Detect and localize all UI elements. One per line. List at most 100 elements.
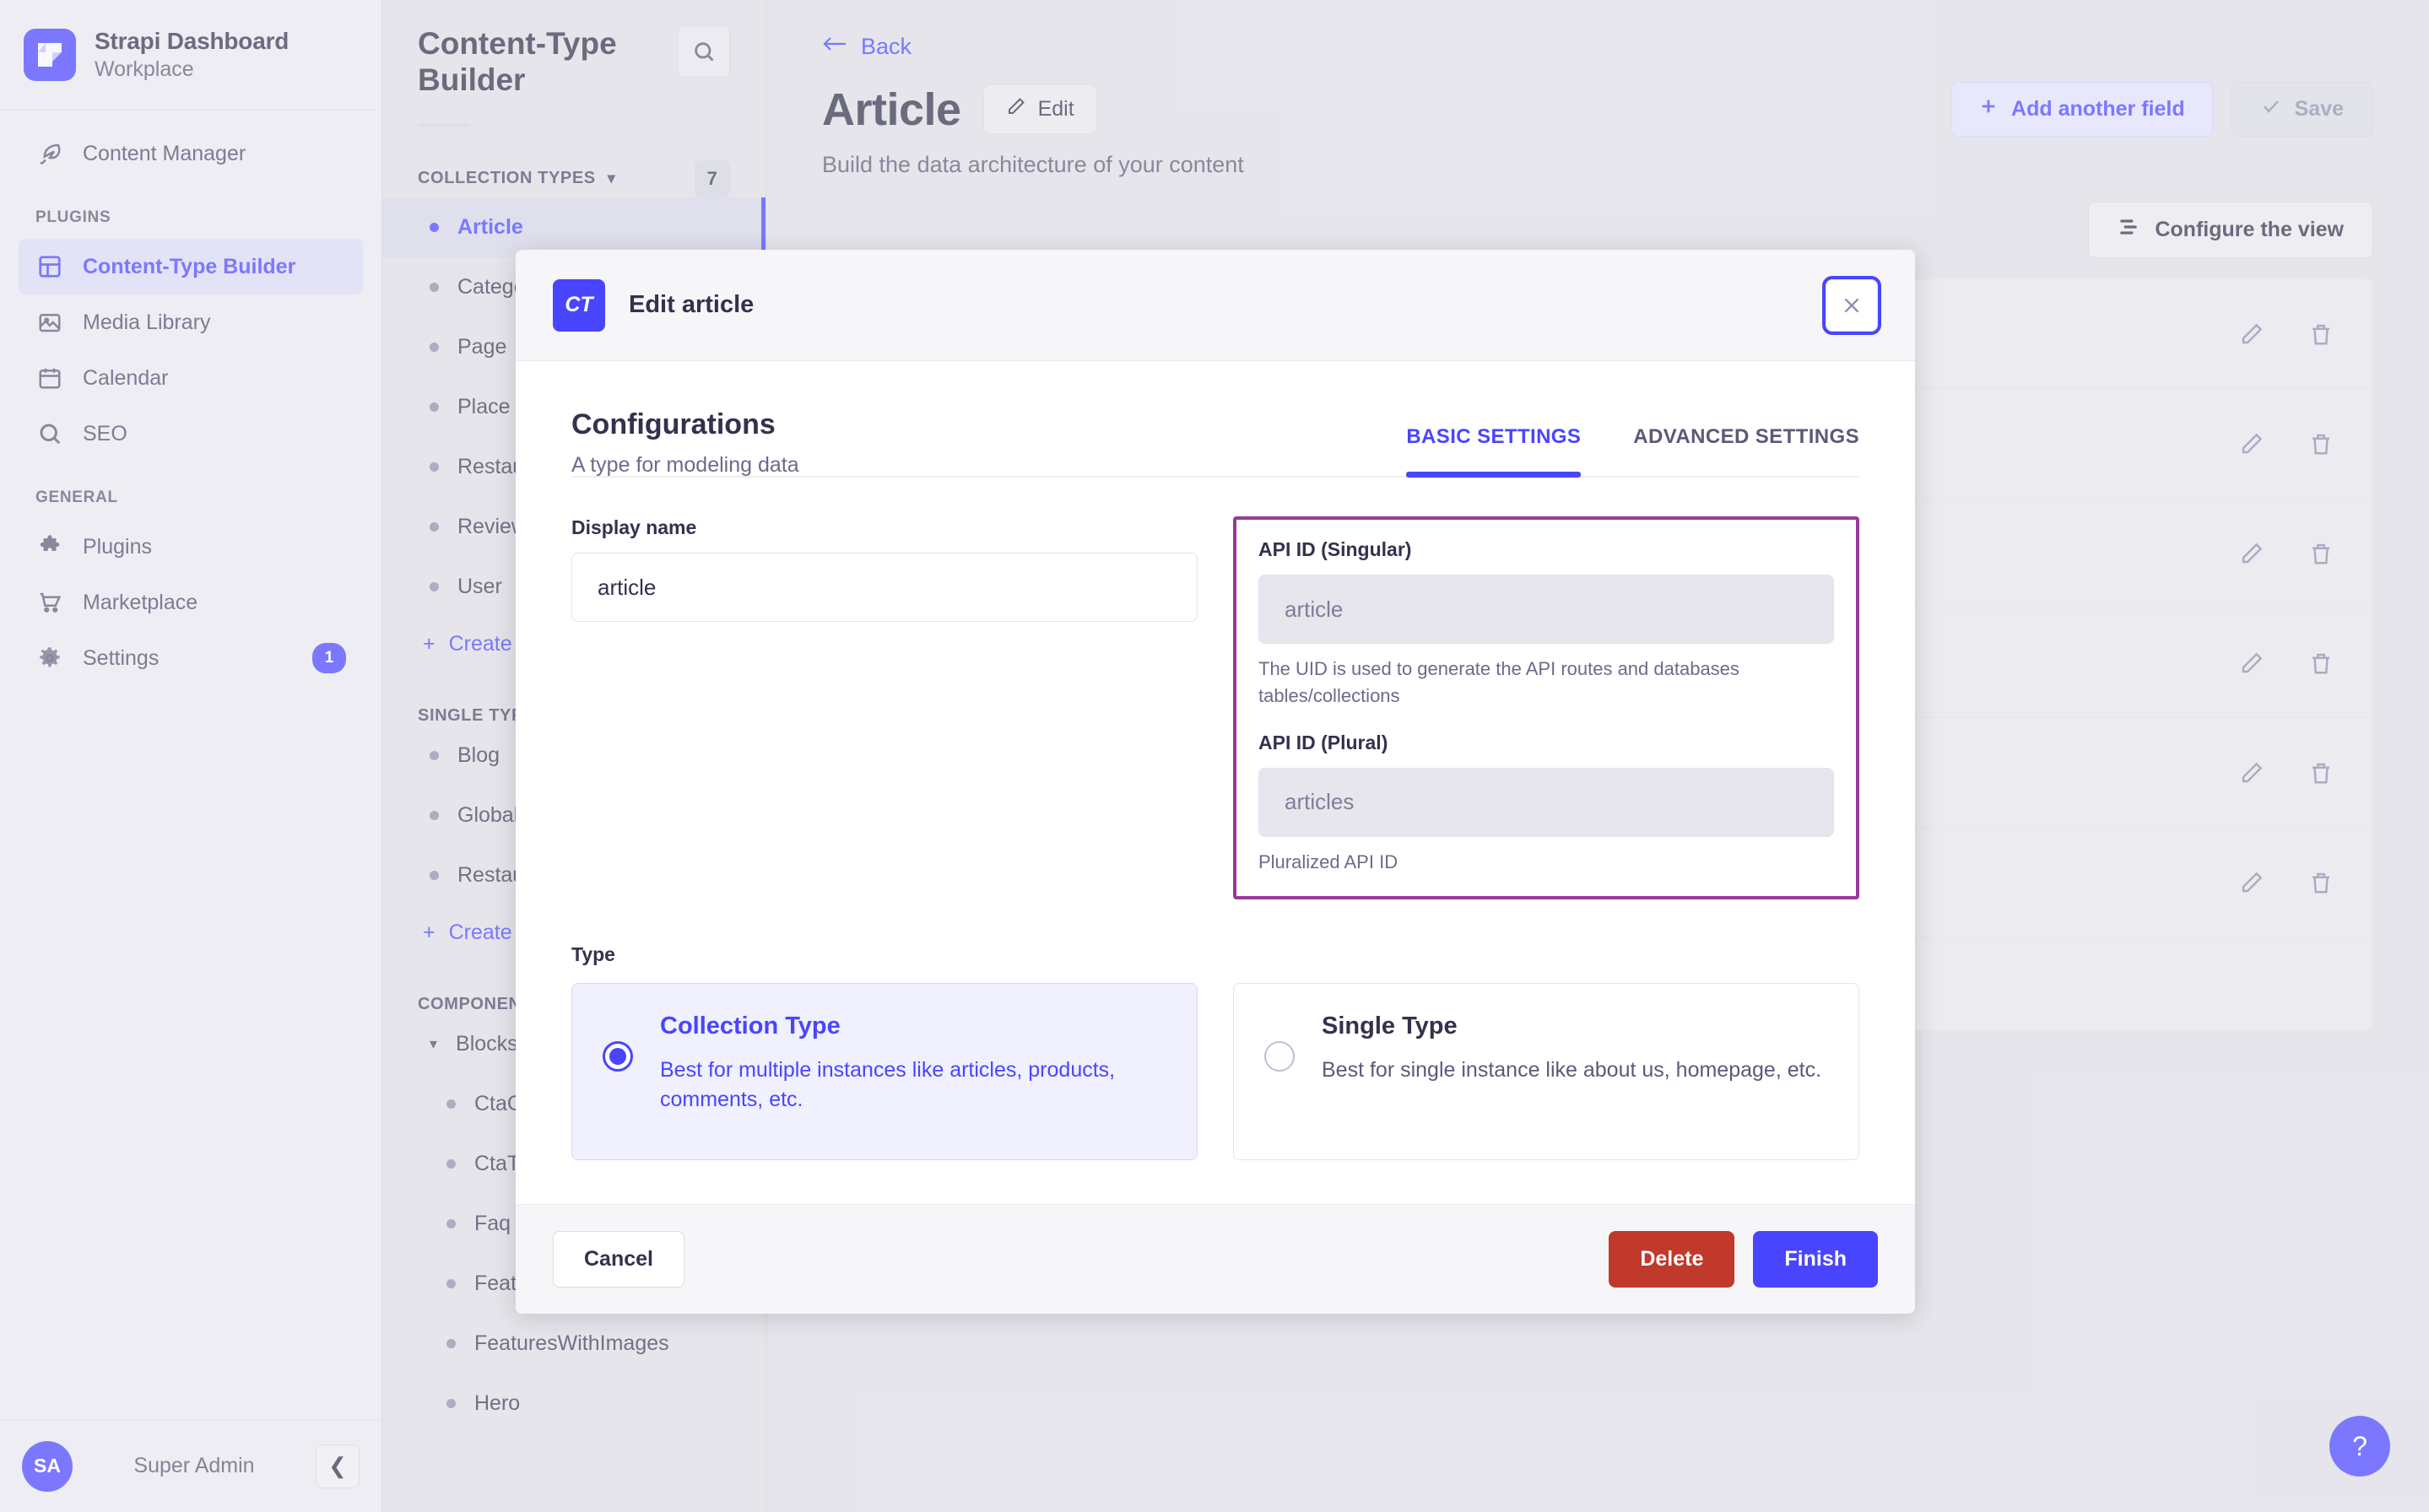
type-option-name: Single Type (1322, 1012, 1458, 1040)
type-option-desc: Best for single instance like about us, … (1322, 1057, 1822, 1082)
trash-icon[interactable] (2308, 651, 2334, 676)
plus-icon: + (423, 632, 435, 656)
trash-icon[interactable] (2308, 431, 2334, 456)
add-another-field-button[interactable]: Add another field (1951, 82, 2213, 137)
plus-icon (1979, 97, 1998, 122)
ct-item-features-with-images[interactable]: FeaturesWithImages (382, 1314, 765, 1374)
ct-item-review[interactable]: Review (382, 497, 765, 557)
type-option-collection-type[interactable]: Collection Type Best for multiple instan… (571, 982, 1198, 1160)
ct-item-label: FeaturesWithImages (474, 1331, 669, 1355)
trash-icon[interactable] (2308, 760, 2334, 786)
ct-chip: CT (553, 278, 605, 332)
cancel-button[interactable]: Cancel (553, 1230, 684, 1288)
ct-group-single-types[interactable]: SINGLE TYPES (382, 672, 765, 726)
sidebar-item-plugins[interactable]: Plugins (19, 519, 363, 575)
bullet-icon (430, 810, 439, 820)
api-id-plural-label: API ID (Plural) (1258, 731, 1388, 753)
sidebar-item-media-library[interactable]: Media Library (19, 294, 363, 350)
display-name-input[interactable] (571, 553, 1198, 622)
plus-icon: + (423, 921, 435, 945)
back-link[interactable]: Back (822, 34, 2373, 60)
ct-item-global[interactable]: Global (382, 786, 765, 845)
ct-item-page[interactable]: Page (382, 317, 765, 377)
trash-icon[interactable] (2308, 321, 2334, 347)
tab-basic-settings[interactable]: BASIC SETTINGS (1406, 425, 1582, 478)
pencil-icon[interactable] (2239, 321, 2264, 347)
trash-icon[interactable] (2308, 541, 2334, 566)
type-option-single-type[interactable]: Single Type Best for single instance lik… (1233, 982, 1859, 1160)
radio-collection-type[interactable] (603, 1040, 633, 1072)
form-grid: Display name API ID (Singular) The UID i… (571, 516, 1859, 899)
ct-panel-header: Content-Type Builder (382, 0, 765, 99)
trash-icon[interactable] (2308, 870, 2334, 895)
sidebar-item-calendar[interactable]: Calendar (19, 350, 363, 406)
type-cards: Collection Type Best for multiple instan… (571, 982, 1859, 1160)
divider (418, 123, 470, 127)
ct-item-label: Hero (474, 1390, 521, 1415)
bullet-icon (430, 342, 439, 352)
pencil-icon[interactable] (2239, 870, 2264, 895)
finish-button[interactable]: Finish (1753, 1230, 1878, 1288)
brand-subtitle: Workplace (95, 57, 194, 81)
sidebar-item-marketplace[interactable]: Marketplace (19, 575, 363, 630)
nav-section-general: GENERAL (35, 489, 118, 506)
page-subtitle: Build the data architecture of your cont… (822, 152, 1244, 177)
left-sidebar: Strapi Dashboard Workplace Content Manag… (0, 0, 382, 1512)
bullet-icon (446, 1398, 456, 1408)
ct-item-label: Global (457, 802, 519, 827)
sidebar-item-content-type-builder[interactable]: Content-Type Builder (19, 239, 363, 294)
ct-item-label: Blog (457, 742, 500, 767)
configurations-title: Configurations (571, 408, 776, 440)
ct-item-label: Faq (474, 1211, 511, 1235)
ct-group-collection-types[interactable]: COLLECTION TYPES ▾ 7 (382, 127, 765, 197)
pencil-icon[interactable] (2239, 651, 2264, 676)
ct-item-label: Place (457, 394, 511, 418)
edit-article-modal: CT Edit article Configurations A type fo… (516, 250, 1915, 1314)
api-id-singular-label: API ID (Singular) (1258, 538, 1412, 560)
pencil-icon[interactable] (2239, 431, 2264, 456)
save-label: Save (2294, 97, 2344, 121)
ct-item-blog[interactable]: Blog (382, 726, 765, 786)
ct-item-hero[interactable]: Hero (382, 1374, 765, 1434)
nav-list: Content Manager PLUGINS Content-Type Bui… (0, 111, 381, 1419)
ct-item-blocks[interactable]: ▾ Blocks (382, 1014, 765, 1074)
close-icon[interactable] (1822, 275, 1881, 335)
bullet-icon (446, 1158, 456, 1169)
ct-item-article[interactable]: Article (382, 197, 765, 257)
api-id-singular-input[interactable] (1258, 575, 1834, 644)
configure-row: Configure the view (766, 178, 2429, 258)
bullet-icon (446, 1218, 456, 1228)
search-icon[interactable] (678, 25, 730, 78)
radio-single-type[interactable] (1264, 1040, 1295, 1072)
ct-item-label: Article (457, 214, 523, 239)
sidebar-item-settings[interactable]: Settings 1 (19, 630, 363, 686)
add-field-label: Add another field (2011, 97, 2185, 121)
sidebar-item-label: Calendar (83, 365, 169, 390)
type-option-desc: Best for multiple instances like article… (660, 1057, 1116, 1111)
sidebar-item-content-manager[interactable]: Content Manager (19, 126, 363, 181)
avatar[interactable]: SA (22, 1440, 73, 1492)
ct-item-place[interactable]: Place (382, 377, 765, 437)
title-row: Article Edit Add another field (822, 82, 2373, 137)
delete-button[interactable]: Delete (1609, 1230, 1735, 1288)
tab-advanced-settings[interactable]: ADVANCED SETTINGS (1633, 425, 1859, 448)
pencil-icon[interactable] (2239, 541, 2264, 566)
brand-header: Strapi Dashboard Workplace (0, 0, 381, 111)
ct-item-user[interactable]: User (382, 557, 765, 617)
help-button[interactable]: ? (2329, 1416, 2390, 1477)
api-id-plural-input[interactable] (1258, 767, 1834, 837)
ct-group-components[interactable]: COMPONENTS (382, 961, 765, 1014)
ct-group-label: SINGLE TYPES (418, 705, 547, 725)
save-button[interactable]: Save (2231, 82, 2373, 137)
pencil-icon[interactable] (2239, 760, 2264, 786)
sidebar-item-seo[interactable]: SEO (19, 406, 363, 462)
pencil-icon (1006, 96, 1026, 122)
configure-the-view-button[interactable]: Configure the view (2088, 202, 2373, 258)
chevron-left-icon[interactable]: ❮ (316, 1444, 360, 1488)
edit-button[interactable]: Edit (982, 84, 1097, 134)
puzzle-icon (35, 532, 64, 561)
nav-section-plugins: PLUGINS (35, 208, 111, 226)
settings-badge: 1 (312, 643, 346, 673)
bullet-icon (446, 1338, 456, 1348)
ct-item-faq[interactable]: Faq (382, 1194, 765, 1254)
